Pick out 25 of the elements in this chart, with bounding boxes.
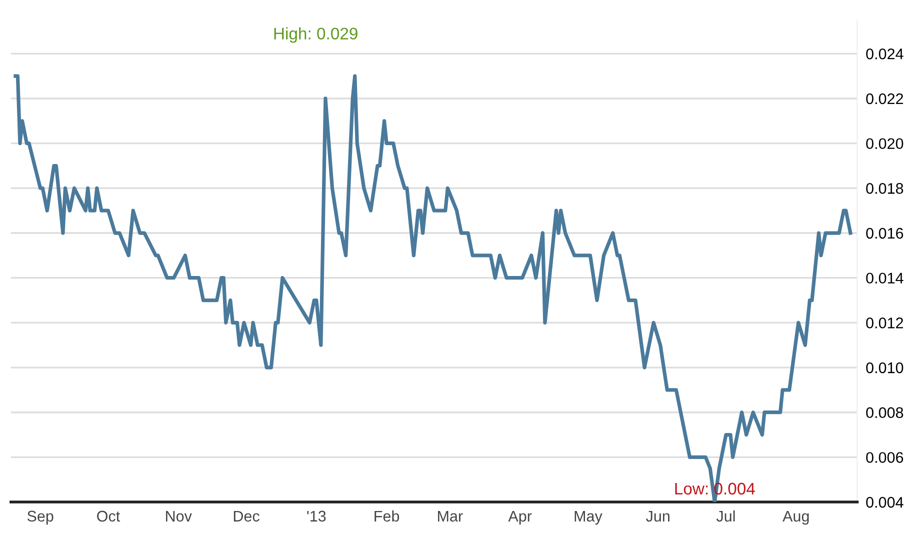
x-tick-label: Feb bbox=[374, 510, 400, 522]
x-tick-label: Sep bbox=[27, 510, 54, 525]
y-tick-label: 0.008 bbox=[866, 407, 904, 418]
y-tick-label: 0.014 bbox=[866, 272, 904, 284]
y-tick-label: 0.012 bbox=[866, 318, 904, 328]
y-tick-label: 0.010 bbox=[866, 362, 904, 374]
y-tick-label: 0.018 bbox=[866, 183, 904, 194]
y-tick-label: 0.022 bbox=[866, 93, 904, 104]
y-tick-label: 0.016 bbox=[866, 228, 904, 239]
x-tick-label: Nov bbox=[166, 510, 192, 522]
y-tick-label: 0.004 bbox=[866, 496, 904, 508]
annotation: High: 0.029 bbox=[274, 27, 358, 43]
x-tick-label: May bbox=[574, 510, 602, 525]
x-tick-label: Dec bbox=[234, 510, 260, 522]
x-tick-label: Jul bbox=[716, 510, 735, 522]
y-tick-label: 0.024 bbox=[866, 48, 904, 60]
y-tick-label: 0.006 bbox=[866, 452, 904, 463]
x-tick-label: Oct bbox=[97, 510, 120, 522]
y-tick-label: 0.020 bbox=[866, 138, 904, 150]
x-tick-label: Mar bbox=[438, 510, 463, 522]
x-tick-label: Jun bbox=[646, 510, 670, 522]
x-tick-label: Apr bbox=[508, 510, 532, 525]
x-tick-label: '13 bbox=[307, 510, 326, 522]
line-series bbox=[14, 74, 852, 502]
x-tick-label: Aug bbox=[782, 510, 809, 525]
